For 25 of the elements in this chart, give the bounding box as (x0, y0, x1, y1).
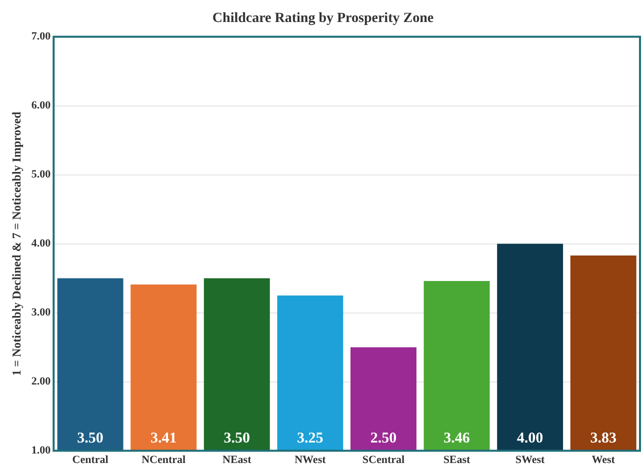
data-label: 3.83 (590, 430, 616, 447)
x-tick-label: NCentral (142, 454, 186, 466)
y-axis-title: 1 = Noticeably Declined & 7 = Noticeably Improved (9, 111, 24, 376)
x-tick-label: SEast (443, 454, 471, 466)
chart-title: Childcare Rating by Prosperity Zone (212, 11, 434, 26)
y-tick-label: 6.00 (31, 100, 52, 112)
data-label: 3.50 (77, 430, 104, 447)
data-label: 3.50 (224, 430, 250, 447)
y-tick-label: 3.00 (31, 306, 52, 319)
data-label: 3.41 (150, 430, 177, 447)
x-tick-label: Central (72, 454, 108, 466)
x-tick-label: SWest (515, 454, 546, 466)
data-label: 4.00 (516, 430, 544, 447)
x-tick-label: NEast (222, 454, 252, 466)
x-tick-label: SCentral (362, 454, 405, 466)
data-label: 3.25 (297, 430, 324, 447)
y-tick-label: 4.00 (31, 238, 52, 250)
y-tick-label: 5.00 (31, 168, 52, 181)
data-label: 2.50 (370, 430, 397, 447)
x-tick-label: West (592, 454, 616, 466)
y-tick-label: 7.00 (31, 30, 52, 43)
data-label: 3.46 (444, 430, 470, 447)
x-tick-label: NWest (294, 454, 326, 466)
y-tick-label: 1.00 (31, 444, 52, 457)
y-tick-label: 2.00 (31, 376, 52, 388)
